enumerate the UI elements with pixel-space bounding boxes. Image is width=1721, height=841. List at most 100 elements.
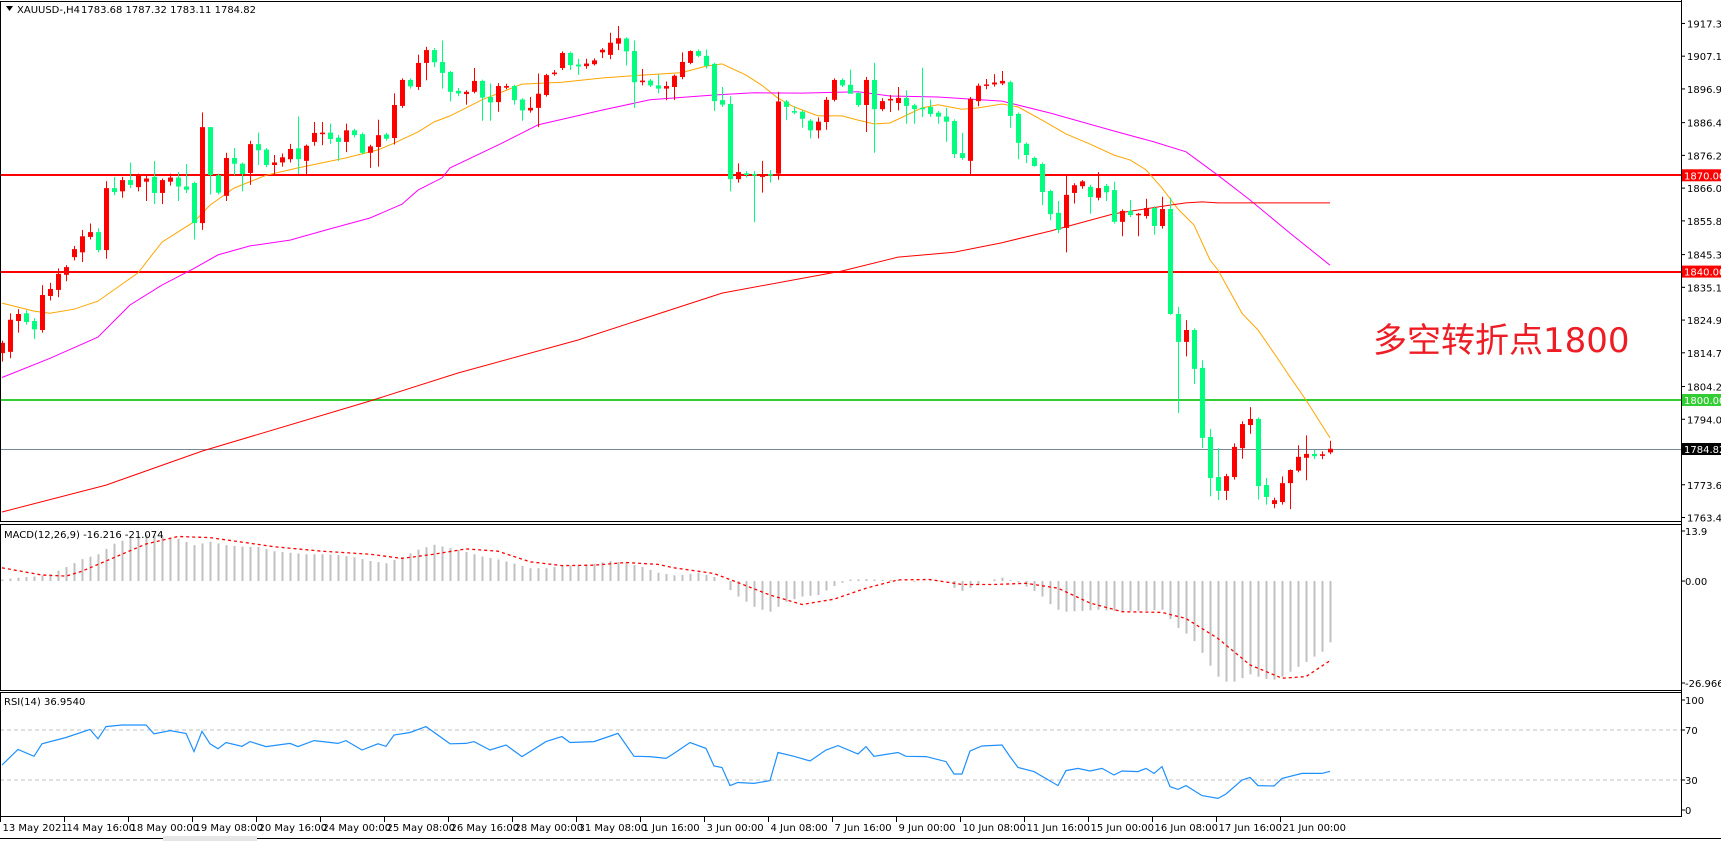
candle[interactable]: [96, 228, 101, 253]
candle[interactable]: [224, 152, 229, 201]
candle[interactable]: [832, 78, 837, 102]
candle[interactable]: [88, 223, 93, 240]
candle[interactable]: [768, 170, 773, 183]
candle[interactable]: [136, 173, 141, 192]
candle[interactable]: [1064, 175, 1069, 253]
candle[interactable]: [120, 176, 125, 198]
candle[interactable]: [1256, 417, 1261, 500]
candle[interactable]: [1096, 172, 1101, 201]
candle[interactable]: [168, 173, 173, 186]
candle[interactable]: [568, 51, 573, 70]
candle[interactable]: [736, 163, 741, 183]
candle[interactable]: [816, 117, 821, 139]
candle[interactable]: [960, 132, 965, 160]
candle[interactable]: [368, 144, 373, 168]
candle[interactable]: [696, 49, 701, 58]
candle[interactable]: [808, 119, 813, 139]
candle[interactable]: [296, 116, 301, 174]
candle[interactable]: [472, 68, 477, 94]
candle[interactable]: [880, 98, 885, 112]
candle[interactable]: [1192, 328, 1197, 384]
candle[interactable]: [632, 40, 637, 108]
candle[interactable]: [1216, 448, 1221, 501]
candle[interactable]: [928, 99, 933, 117]
candle[interactable]: [1280, 476, 1285, 505]
horizontal-scrollbar[interactable]: [163, 836, 257, 841]
candle[interactable]: [1208, 428, 1213, 497]
candle[interactable]: [528, 96, 533, 113]
candle[interactable]: [1040, 162, 1045, 206]
candle[interactable]: [400, 78, 405, 108]
candle[interactable]: [984, 78, 989, 90]
candle[interactable]: [936, 111, 941, 124]
candle[interactable]: [336, 135, 341, 161]
candle[interactable]: [272, 155, 277, 174]
candle[interactable]: [200, 112, 205, 230]
candle[interactable]: [800, 110, 805, 128]
candle[interactable]: [360, 132, 365, 155]
candle[interactable]: [1000, 70, 1005, 86]
candle[interactable]: [432, 48, 437, 68]
candle[interactable]: [56, 268, 61, 298]
candle[interactable]: [672, 74, 677, 100]
candle[interactable]: [312, 121, 317, 146]
candle[interactable]: [776, 91, 781, 180]
price-panel[interactable]: [0, 26, 1681, 513]
candle[interactable]: [1032, 156, 1037, 167]
candle[interactable]: [840, 78, 845, 87]
candle[interactable]: [624, 37, 629, 66]
candle[interactable]: [328, 123, 333, 144]
candle[interactable]: [8, 313, 13, 359]
candle[interactable]: [1024, 142, 1029, 164]
candle[interactable]: [648, 78, 653, 87]
candle[interactable]: [1016, 112, 1021, 160]
candle[interactable]: [1232, 443, 1237, 480]
candle[interactable]: [608, 32, 613, 60]
candle[interactable]: [152, 160, 157, 205]
candle[interactable]: [488, 83, 493, 121]
candle[interactable]: [592, 58, 597, 66]
candle[interactable]: [32, 318, 37, 340]
candle[interactable]: [1080, 180, 1085, 189]
candle[interactable]: [640, 69, 645, 86]
candle[interactable]: [824, 96, 829, 130]
candle[interactable]: [0, 340, 5, 362]
candle[interactable]: [512, 84, 517, 105]
candle[interactable]: [976, 83, 981, 107]
candle[interactable]: [1328, 440, 1333, 455]
candle[interactable]: [1248, 407, 1253, 434]
candle[interactable]: [504, 83, 509, 90]
candle[interactable]: [384, 132, 389, 141]
candle[interactable]: [304, 144, 309, 174]
candle[interactable]: [104, 181, 109, 259]
candle[interactable]: [216, 173, 221, 195]
candle[interactable]: [720, 87, 725, 107]
candle[interactable]: [128, 162, 133, 189]
candle[interactable]: [440, 40, 445, 89]
candle[interactable]: [616, 26, 621, 51]
candle[interactable]: [1296, 445, 1301, 473]
candle[interactable]: [552, 69, 557, 76]
candle[interactable]: [280, 153, 285, 167]
candle[interactable]: [1072, 183, 1077, 204]
candle[interactable]: [1008, 80, 1013, 128]
candle[interactable]: [320, 121, 325, 146]
candle[interactable]: [264, 147, 269, 168]
candle[interactable]: [760, 160, 765, 193]
macd-panel[interactable]: [1, 534, 1332, 682]
candle[interactable]: [1136, 212, 1141, 237]
candle[interactable]: [536, 73, 541, 128]
candle[interactable]: [744, 171, 749, 178]
candle[interactable]: [1104, 183, 1109, 201]
candle[interactable]: [912, 103, 917, 124]
candle[interactable]: [376, 119, 381, 167]
candle[interactable]: [664, 81, 669, 101]
candle[interactable]: [392, 93, 397, 145]
candle[interactable]: [232, 147, 237, 176]
candle[interactable]: [16, 309, 21, 333]
candle[interactable]: [408, 78, 413, 89]
candle[interactable]: [144, 175, 149, 201]
candle[interactable]: [48, 282, 53, 301]
candle[interactable]: [112, 176, 117, 196]
